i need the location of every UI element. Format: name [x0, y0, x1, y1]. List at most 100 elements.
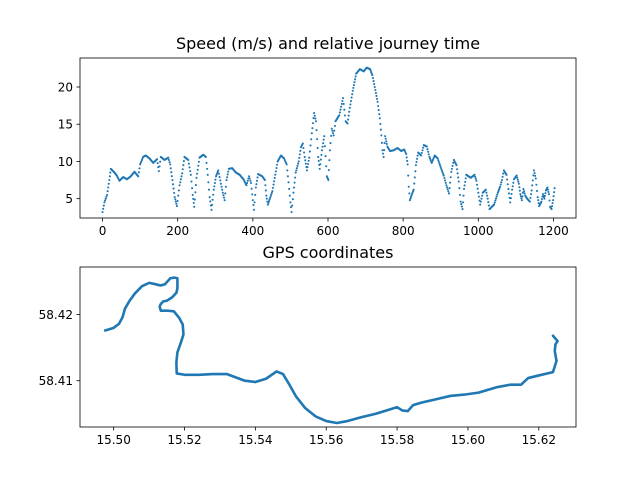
speed-point — [189, 170, 192, 173]
speed-point — [217, 172, 220, 175]
speed-chart: 0 200 400 600 800 1000 1200 5 10 15 20 — [58, 57, 577, 238]
speed-point — [327, 169, 330, 172]
speed-point — [415, 160, 418, 164]
speed-point — [296, 164, 299, 167]
speed-point — [264, 189, 267, 192]
speed-point — [416, 157, 419, 160]
speed-point — [286, 175, 289, 178]
speed-point — [378, 113, 381, 116]
speed-point — [317, 159, 320, 162]
speed-point — [487, 204, 490, 207]
speed-point — [407, 185, 410, 188]
speed-point — [317, 155, 320, 159]
speed-point — [325, 165, 328, 168]
speed-point — [182, 160, 185, 163]
speed-point — [302, 146, 305, 150]
speed-point — [447, 190, 450, 193]
speed-point — [442, 174, 445, 177]
speed-point — [328, 159, 331, 162]
speed-point — [533, 172, 536, 175]
speed-point — [522, 190, 526, 193]
speed-point — [406, 163, 409, 166]
speed-point — [464, 180, 467, 183]
speed-point — [506, 183, 509, 186]
speed-point — [494, 199, 497, 202]
speed-point — [373, 85, 376, 89]
speed-point — [272, 183, 275, 186]
speed-point — [414, 170, 417, 173]
speed-point — [194, 191, 197, 194]
speed-point — [445, 184, 448, 187]
speed-point — [171, 183, 175, 186]
speed-point — [406, 159, 409, 162]
speed-point — [474, 175, 477, 178]
speed-point — [340, 105, 343, 108]
y-tick-label: 58.41 — [39, 374, 73, 388]
speed-point — [536, 196, 539, 199]
speed-point — [187, 162, 190, 165]
speed-point — [462, 194, 465, 197]
speed-point — [101, 210, 104, 214]
speed-point — [342, 102, 345, 106]
speed-point — [167, 156, 170, 159]
speed-point — [506, 178, 509, 181]
y-tick-label: 5 — [65, 192, 73, 206]
speed-point — [176, 199, 179, 202]
speed-point — [339, 108, 342, 111]
speed-point — [543, 194, 546, 197]
speed-point — [449, 176, 452, 179]
speed-point — [520, 199, 523, 202]
speed-point — [544, 192, 547, 195]
speed-point — [347, 118, 350, 121]
speed-point — [105, 195, 108, 198]
speed-point — [291, 204, 294, 207]
speed-point — [192, 197, 195, 200]
speed-point — [537, 199, 540, 202]
speed-point — [292, 186, 296, 189]
speed-point — [412, 188, 415, 191]
speed-point — [104, 197, 107, 200]
speed-point — [219, 179, 222, 182]
speed-point — [225, 178, 228, 182]
speed-chart-title: Speed (m/s) and relative journey time — [176, 34, 480, 53]
speed-point — [351, 93, 354, 96]
speed-point — [298, 156, 301, 159]
speed-point — [227, 170, 230, 173]
speed-point — [320, 149, 324, 152]
speed-point — [340, 102, 343, 105]
x-tick-label: 1200 — [538, 224, 569, 238]
speed-point — [175, 202, 178, 205]
speed-point — [107, 182, 110, 185]
gps-route-line — [103, 276, 559, 425]
speed-point — [510, 192, 513, 195]
speed-point — [458, 187, 461, 190]
speed-point — [552, 195, 555, 198]
speed-point — [108, 178, 111, 182]
x-tick-label: 15.62 — [522, 433, 556, 447]
speed-point — [420, 154, 423, 157]
speed-point — [440, 169, 443, 172]
axes-frame — [79, 266, 577, 428]
speed-point — [487, 201, 490, 204]
speed-point — [385, 140, 388, 143]
speed-point — [180, 175, 183, 178]
speed-point — [314, 117, 317, 120]
speed-point — [338, 114, 341, 117]
speed-point — [314, 120, 318, 123]
speed-point — [329, 142, 332, 145]
speed-point — [381, 152, 385, 155]
speed-point — [273, 176, 276, 180]
speed-point — [353, 81, 356, 84]
speed-point — [197, 164, 200, 167]
speed-point — [495, 195, 498, 198]
speed-point — [255, 183, 258, 186]
speed-point — [254, 193, 257, 196]
speed-point — [179, 181, 182, 184]
speed-point — [477, 191, 480, 194]
speed-point — [464, 177, 467, 180]
speed-point — [507, 187, 510, 191]
speed-point — [268, 198, 271, 201]
speed-point — [248, 175, 251, 178]
speed-point — [373, 82, 376, 86]
